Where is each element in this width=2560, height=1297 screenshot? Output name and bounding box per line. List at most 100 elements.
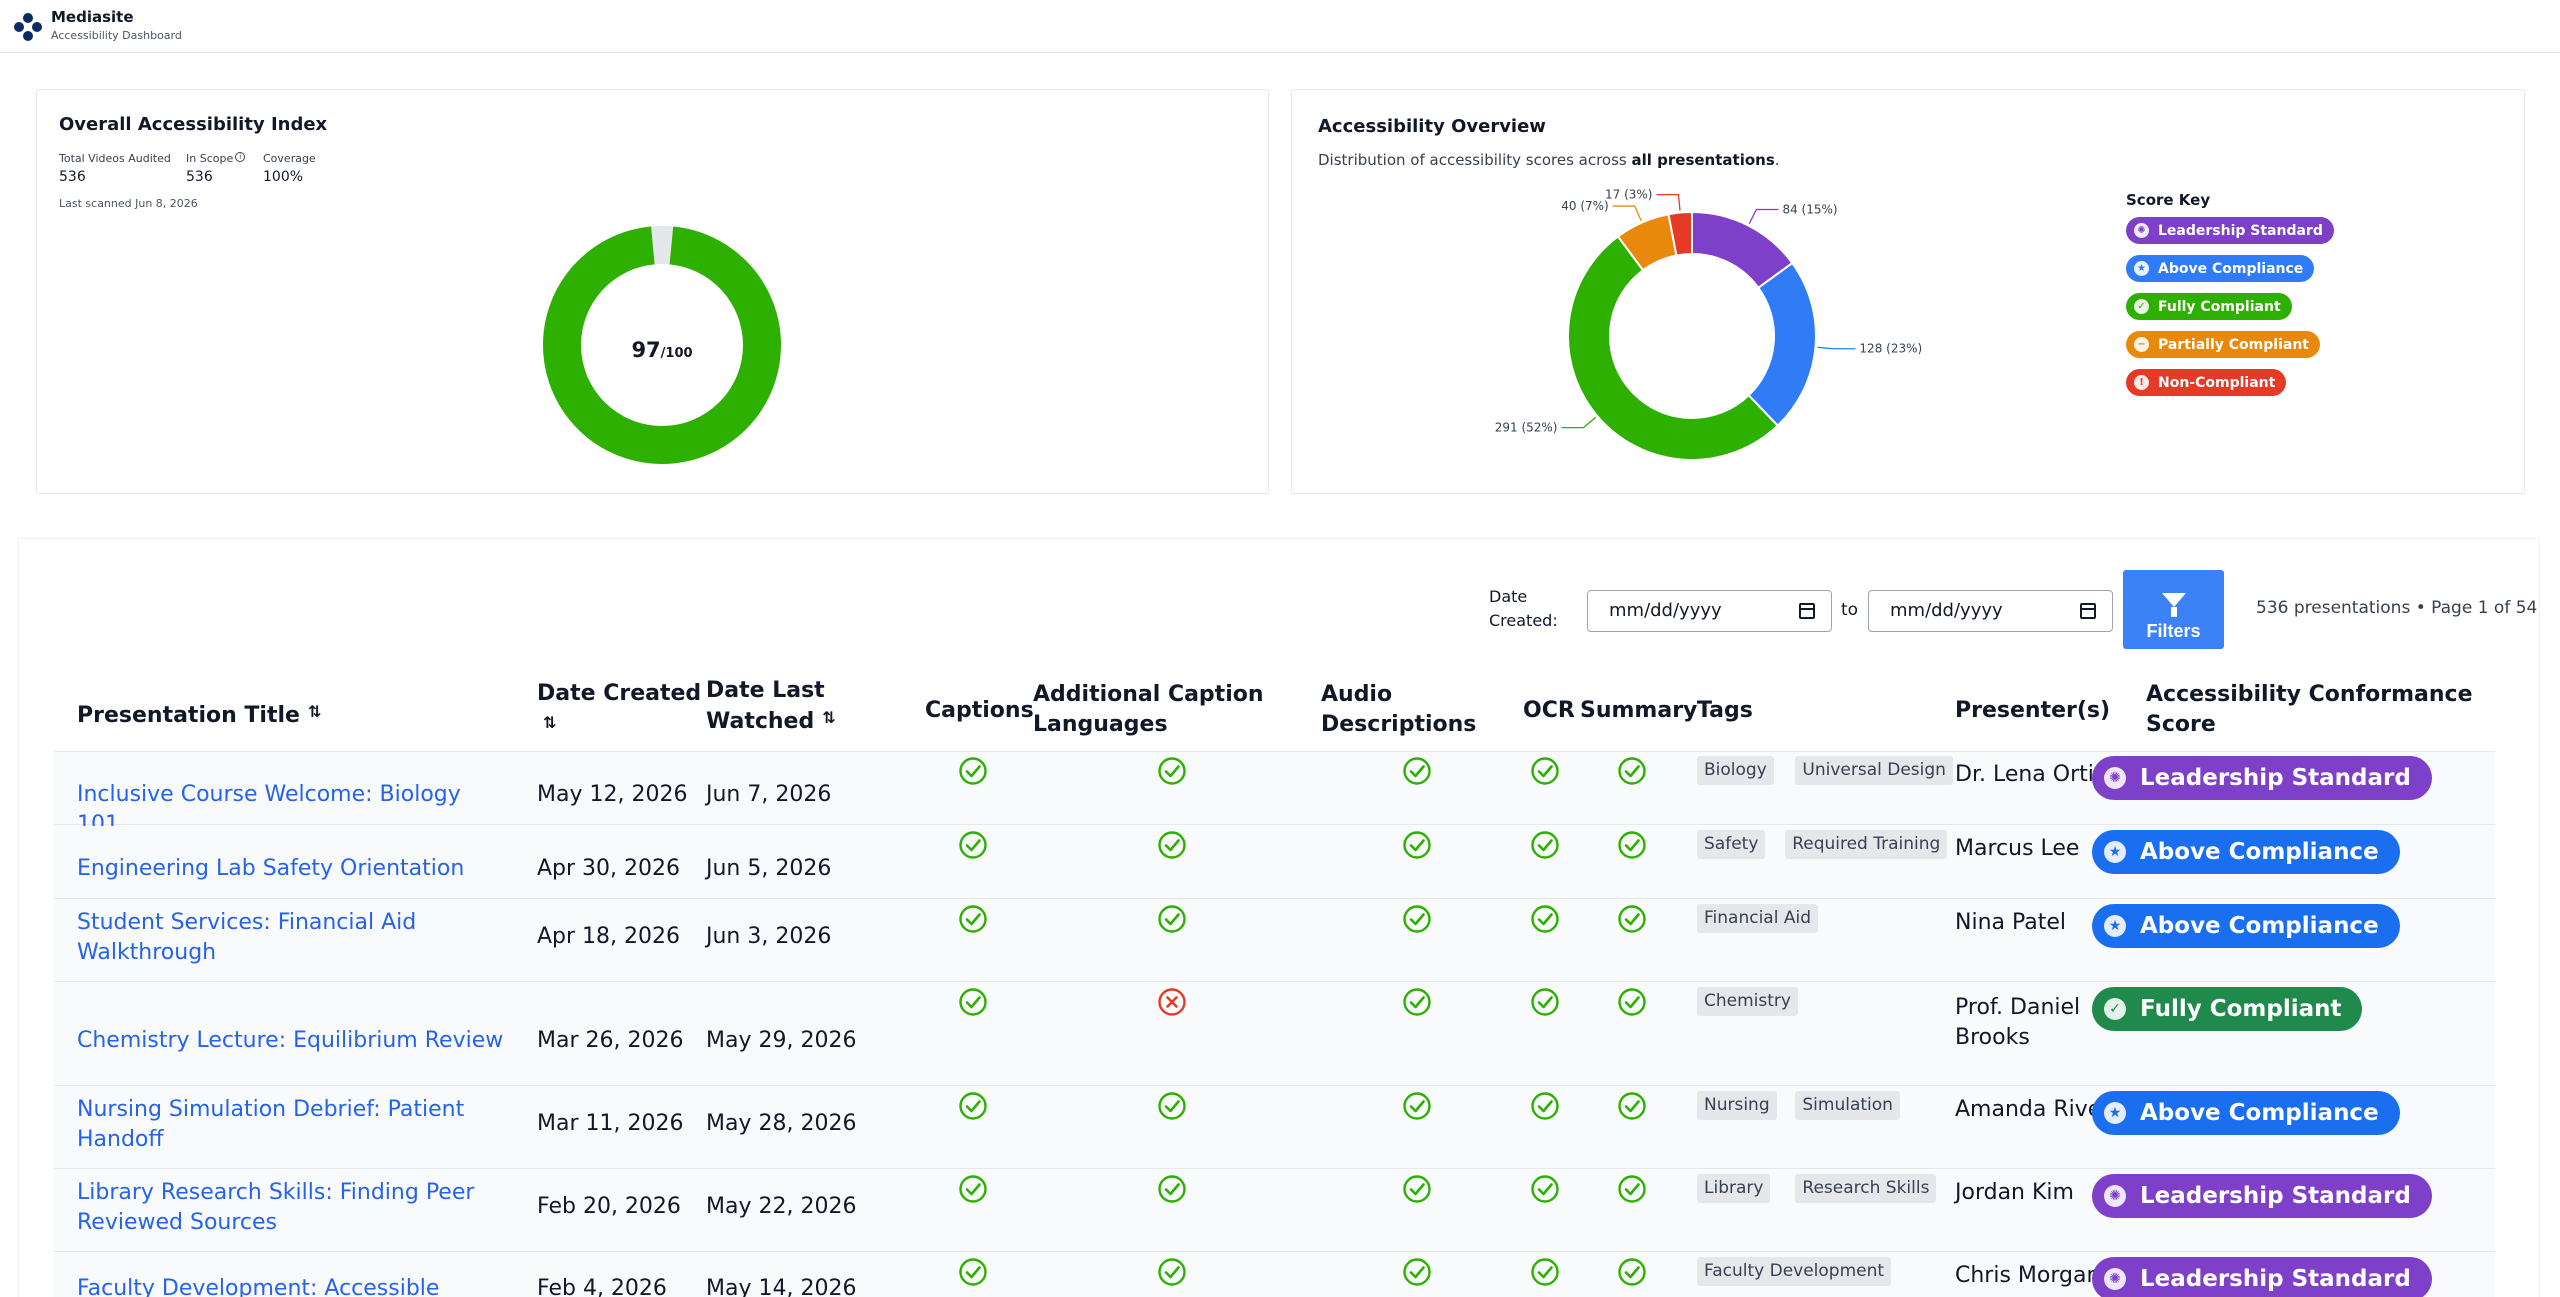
date-from-input[interactable]: mm/dd/yyyy — [1587, 590, 1832, 632]
score-key-item: ✺ Leadership Standard — [2126, 217, 2334, 255]
header-label: Accessibility Conformance — [2146, 682, 2473, 707]
date-last-watched-cell: May 29, 2026 — [706, 1028, 857, 1053]
header-presentation-title[interactable]: Presentation Title ⇅ — [77, 700, 322, 731]
presentation-title-link[interactable]: Faculty Development: Accessible Slides — [77, 1274, 507, 1297]
index-gauge — [543, 226, 781, 464]
check-circle-icon — [1617, 987, 1647, 1017]
score-key: Score Key ✺ Leadership Standard ★ Above Com… — [2126, 191, 2334, 407]
title-line: Student Services: Financial Aid — [77, 910, 417, 935]
title-line: Reviewed Sources — [77, 1210, 278, 1235]
presentation-title-link[interactable]: Nursing Simulation Debrief: Patient Hando… — [77, 1095, 507, 1155]
mediasite-logo-icon — [14, 13, 42, 41]
app-subtitle: Accessibility Dashboard — [51, 29, 182, 42]
calendar-icon[interactable] — [1799, 603, 1815, 619]
table-row: Student Services: Financial Aid Walkthrou… — [54, 900, 2495, 982]
donut-data-label: 40 (7%) — [1561, 199, 1608, 213]
title-line: Faculty Development: Accessible Slides — [77, 1276, 440, 1297]
tag-chip: Faculty Development — [1697, 1257, 1892, 1286]
header-divider — [54, 751, 2495, 752]
date-last-watched-cell: May 22, 2026 — [706, 1194, 857, 1219]
presenter-cell: Dr. Lena Ortiz — [1955, 760, 2105, 790]
check-circle-icon — [1157, 1174, 1187, 1204]
table-row: Faculty Development: Accessible Slides Fe… — [54, 1253, 2495, 1297]
title-line: Handoff — [77, 1127, 164, 1152]
score-badge: ★ Above Compliance — [2092, 904, 2400, 948]
x-circle-icon — [1157, 987, 1187, 1017]
check-circle-icon — [1530, 1257, 1560, 1287]
donut-leader-line — [1817, 346, 1856, 350]
stat-coverage: Coverage 100% — [263, 152, 316, 185]
tag-chip: Universal Design — [1795, 756, 1953, 785]
gear-icon: ✺ — [2104, 767, 2126, 789]
title-line: Walkthrough — [77, 940, 217, 965]
table-row: Library Research Skills: Finding Peer Rev… — [54, 1170, 2495, 1252]
presentation-title-link[interactable]: Student Services: Financial Aid Walkthrou… — [77, 908, 507, 968]
header-label: Date Created — [537, 681, 702, 706]
gear-icon: ✺ — [2104, 1268, 2126, 1290]
star-icon: ★ — [2104, 1102, 2126, 1124]
gauge-arc — [543, 226, 781, 464]
presentation-title-link[interactable]: Chemistry Lecture: Equilibrium Review — [77, 1026, 507, 1056]
header-date-last-watched[interactable]: Date Last Watched ⇅ — [706, 675, 836, 737]
sort-icon[interactable]: ⇅ — [307, 702, 322, 721]
donut-slice-fully-compliant[interactable] — [1567, 235, 1780, 461]
date-last-watched-cell: Jun 3, 2026 — [706, 924, 832, 949]
score-badge: ★ Above Compliance — [2092, 1091, 2400, 1135]
check-circle-icon — [1157, 904, 1187, 934]
gear-icon: ✺ — [2134, 223, 2149, 238]
presentation-title-link[interactable]: Library Research Skills: Finding Peer Rev… — [77, 1178, 507, 1238]
presenter-name: Nina Patel — [1955, 910, 2067, 935]
check-circle-icon — [1157, 1257, 1187, 1287]
header-label: Additional Caption — [1033, 682, 1264, 707]
check-circle-icon — [1530, 1174, 1560, 1204]
date-last-watched-cell: Jun 5, 2026 — [706, 856, 832, 881]
overview-subtitle: Distribution of accessibility scores acr… — [1318, 151, 1780, 169]
donut-data-label: 291 (52%) — [1495, 421, 1558, 435]
check-circle-icon — [958, 904, 988, 934]
pagination-info: 536 presentations • Page 1 of 54 — [2256, 598, 2538, 618]
tag-chip: Financial Aid — [1697, 904, 1818, 933]
score-key-item: − Partially Compliant — [2126, 331, 2334, 369]
overall-index-card: Overall Accessibility Index Total Videos… — [36, 89, 1269, 494]
stat-total-videos: Total Videos Audited 536 — [59, 152, 171, 185]
score-key-pill: ✓ Fully Compliant — [2126, 293, 2292, 320]
sort-icon[interactable]: ⇅ — [543, 713, 556, 732]
date-created-cell: Feb 4, 2026 — [537, 1276, 667, 1297]
table-row: Engineering Lab Safety Orientation Apr 30… — [54, 826, 2495, 899]
check-circle-icon — [1617, 1257, 1647, 1287]
header-date-created[interactable]: Date Created ⇅ — [537, 678, 701, 740]
score-key-list: ✺ Leadership Standard ★ Above Compliance ✓ Fu… — [2126, 217, 2334, 407]
check-circle-icon — [958, 1091, 988, 1121]
last-scanned: Last scanned Jun 8, 2026 — [59, 197, 198, 210]
score-badge: ✓ Fully Compliant — [2092, 987, 2363, 1031]
info-icon[interactable]: i — [235, 152, 246, 162]
check-circle-icon — [958, 830, 988, 860]
score-key-label: Above Compliance — [2158, 260, 2304, 277]
stat-in-scope: In Scope i 536 — [186, 152, 246, 185]
date-to-input[interactable]: mm/dd/yyyy — [1868, 590, 2113, 632]
score-key-pill: ★ Above Compliance — [2126, 255, 2315, 282]
donut-data-label: 128 (23%) — [1859, 342, 1922, 356]
date-created-cell: Apr 18, 2026 — [537, 924, 681, 949]
score-badge-label: Above Compliance — [2140, 839, 2379, 865]
presenter-name: Marcus Lee — [1955, 836, 2080, 861]
donut-slice-above-compliance[interactable] — [1747, 261, 1817, 428]
check-icon: ✓ — [2134, 299, 2149, 314]
check-circle-icon — [1402, 987, 1432, 1017]
donut-leader-line — [1561, 416, 1597, 429]
header-tags: Tags — [1697, 698, 1753, 723]
sort-icon[interactable]: ⇅ — [822, 708, 836, 727]
score-key-pill: ! Non-Compliant — [2126, 369, 2287, 396]
check-circle-icon — [1402, 1257, 1432, 1287]
header-summary: Summary — [1580, 698, 1698, 723]
check-circle-icon — [1530, 987, 1560, 1017]
date-last-watched-cell: May 28, 2026 — [706, 1111, 857, 1136]
calendar-icon[interactable] — [2080, 603, 2096, 619]
score-badge-label: Above Compliance — [2140, 913, 2379, 939]
donut-leader-line — [1612, 205, 1642, 221]
header-label: Watched — [706, 709, 815, 734]
donut-slice-non-compliant[interactable] — [1667, 210, 1693, 257]
header-label: Date Last — [706, 678, 825, 703]
filters-button[interactable]: Filters — [2123, 570, 2224, 649]
presentation-title-link[interactable]: Engineering Lab Safety Orientation — [77, 854, 507, 884]
